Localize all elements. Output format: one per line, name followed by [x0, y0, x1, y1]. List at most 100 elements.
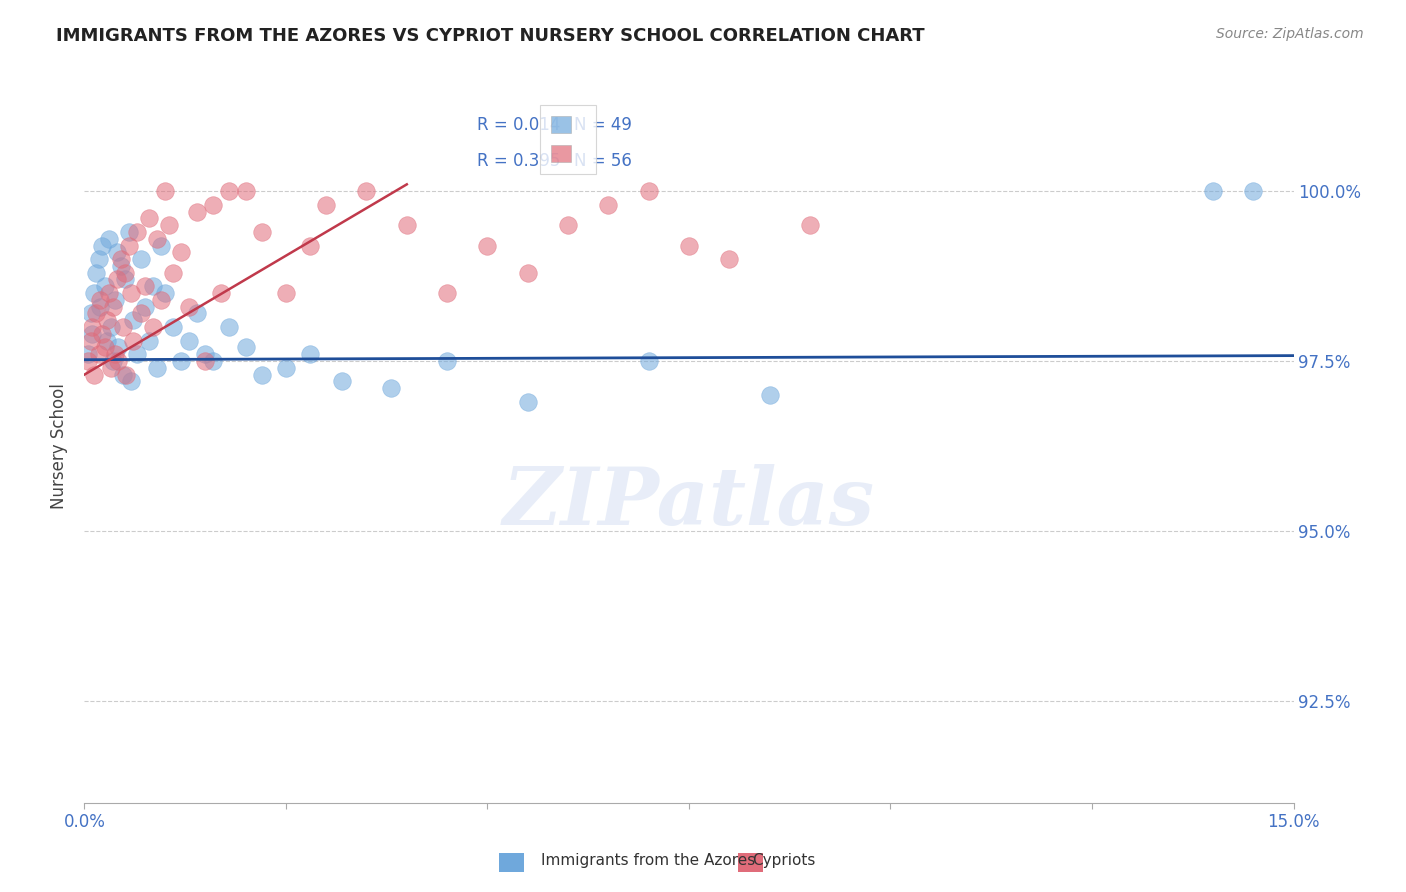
Point	[157, 218, 180, 232]
Point	[250, 368, 273, 382]
Point	[89, 300, 111, 314]
Point	[138, 211, 160, 226]
Point	[91, 326, 114, 341]
Point	[330, 375, 353, 389]
Point	[77, 354, 100, 368]
Point	[162, 320, 184, 334]
Point	[83, 286, 105, 301]
Point	[80, 334, 103, 348]
Text: N = 56: N = 56	[574, 152, 631, 169]
Point	[101, 300, 124, 314]
Point	[107, 341, 129, 355]
Point	[114, 266, 136, 280]
Point	[134, 279, 156, 293]
Point	[799, 218, 821, 232]
Point	[86, 306, 108, 320]
Point	[218, 184, 240, 198]
Point	[758, 388, 780, 402]
Point	[1241, 184, 1264, 198]
Point	[125, 225, 148, 239]
Point	[179, 300, 201, 314]
Point	[598, 198, 620, 212]
Text: R = 0.014: R = 0.014	[478, 116, 561, 134]
Point	[194, 347, 217, 361]
Point	[299, 347, 322, 361]
Point	[209, 286, 232, 301]
Text: ZIPatlas: ZIPatlas	[503, 465, 875, 541]
Point	[87, 347, 110, 361]
Point	[121, 334, 143, 348]
Point	[718, 252, 741, 266]
Point	[125, 347, 148, 361]
Point	[149, 238, 172, 252]
Point	[678, 238, 700, 252]
Point	[120, 375, 142, 389]
Y-axis label: Nursery School: Nursery School	[51, 383, 69, 509]
Point	[299, 238, 322, 252]
Point	[516, 266, 538, 280]
Point	[142, 279, 165, 293]
Point	[86, 266, 108, 280]
Text: Immigrants from the Azores: Immigrants from the Azores	[541, 854, 755, 868]
Point	[112, 320, 135, 334]
Point	[105, 245, 128, 260]
Point	[110, 259, 132, 273]
Point	[129, 306, 152, 320]
Point	[235, 341, 257, 355]
Point	[104, 293, 127, 307]
Point	[179, 334, 201, 348]
Point	[105, 272, 128, 286]
Point	[274, 286, 297, 301]
Point	[91, 238, 114, 252]
Point	[170, 354, 193, 368]
Point	[77, 347, 100, 361]
Point	[315, 198, 337, 212]
Point	[637, 354, 659, 368]
Point	[89, 293, 111, 307]
Point	[250, 225, 273, 239]
Point	[97, 286, 120, 301]
Point	[516, 394, 538, 409]
Point	[142, 320, 165, 334]
Point	[120, 286, 142, 301]
Point	[1202, 184, 1225, 198]
Point	[100, 360, 122, 375]
Point	[146, 232, 169, 246]
Text: N = 49: N = 49	[574, 116, 631, 134]
Point	[436, 354, 458, 368]
Point	[202, 354, 225, 368]
Point	[83, 368, 105, 382]
Point	[202, 198, 225, 212]
Point	[107, 354, 129, 368]
Point	[153, 286, 176, 301]
Text: R = 0.395: R = 0.395	[478, 152, 561, 169]
Point	[101, 354, 124, 368]
Point	[97, 232, 120, 246]
Point	[395, 218, 418, 232]
Point	[138, 334, 160, 348]
Point	[80, 306, 103, 320]
Point	[162, 266, 184, 280]
Point	[118, 238, 141, 252]
Point	[82, 326, 104, 341]
Point	[87, 252, 110, 266]
Point	[104, 347, 127, 361]
Point	[436, 286, 458, 301]
Point	[186, 204, 208, 219]
Point	[274, 360, 297, 375]
Point	[100, 320, 122, 334]
Point	[96, 313, 118, 327]
Text: Source: ZipAtlas.com: Source: ZipAtlas.com	[1216, 27, 1364, 41]
Text: IMMIGRANTS FROM THE AZORES VS CYPRIOT NURSERY SCHOOL CORRELATION CHART: IMMIGRANTS FROM THE AZORES VS CYPRIOT NU…	[56, 27, 925, 45]
Point	[218, 320, 240, 334]
Point	[194, 354, 217, 368]
Point	[186, 306, 208, 320]
Point	[118, 225, 141, 239]
Point	[477, 238, 499, 252]
Point	[121, 313, 143, 327]
Legend: , : ,	[540, 104, 596, 174]
Point	[149, 293, 172, 307]
Point	[82, 320, 104, 334]
Point	[93, 279, 115, 293]
Point	[129, 252, 152, 266]
